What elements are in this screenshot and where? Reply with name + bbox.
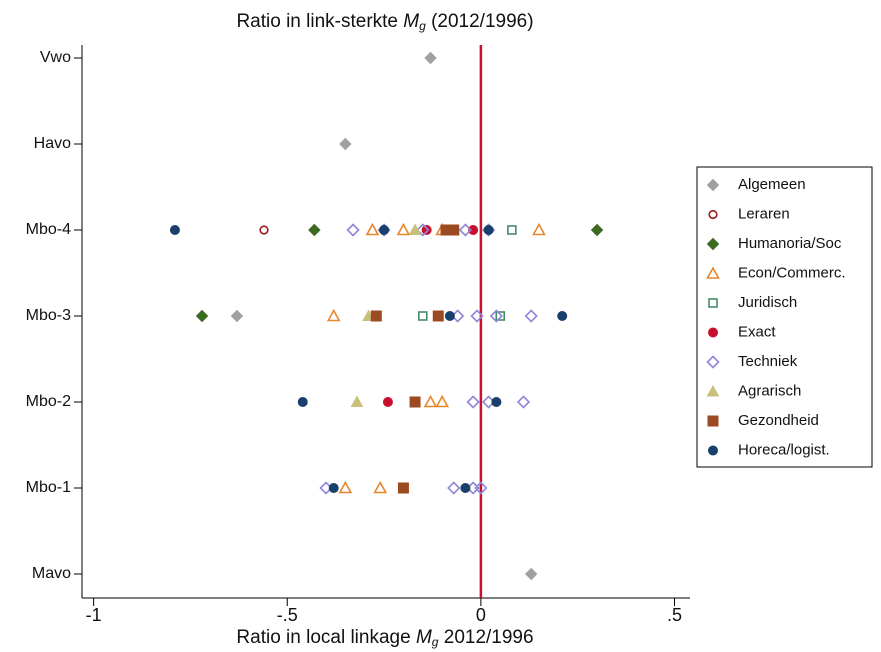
marker bbox=[516, 395, 531, 409]
marker bbox=[447, 481, 461, 495]
marker bbox=[707, 415, 719, 427]
y-tick-label: Mbo-4 bbox=[26, 221, 71, 238]
marker bbox=[308, 223, 321, 237]
x-tick-label: -.5 bbox=[277, 605, 298, 625]
marker bbox=[435, 394, 450, 408]
legend: Algemeen Leraren Humanoria/Soc Econ/Commerc… bbox=[696, 166, 873, 468]
chart-title: Ratio in link-sterkte Mg (2012/1996) bbox=[236, 11, 533, 33]
marker bbox=[297, 397, 308, 407]
marker bbox=[489, 309, 504, 323]
x-title-symbol: M bbox=[416, 627, 432, 648]
y-tick-label: Mbo-3 bbox=[26, 307, 71, 324]
legend-label: Juridisch bbox=[738, 294, 797, 311]
marker bbox=[470, 309, 484, 323]
x-tick-label: -1 bbox=[86, 605, 102, 625]
y-tick-label: Havo bbox=[34, 135, 71, 152]
marker bbox=[524, 309, 538, 323]
legend-label: Horeca/logist. bbox=[738, 441, 830, 458]
marker bbox=[532, 222, 546, 236]
title-text: (2012/1996) bbox=[431, 11, 533, 32]
marker bbox=[706, 266, 720, 279]
marker bbox=[495, 311, 506, 321]
marker bbox=[326, 308, 341, 322]
marker bbox=[396, 222, 411, 236]
marker bbox=[491, 397, 502, 407]
y-tick-label: Vwo bbox=[40, 49, 71, 66]
marker bbox=[365, 222, 380, 236]
legend-label: Econ/Commerc. bbox=[738, 264, 846, 281]
x-title-text: Ratio in local linkage bbox=[236, 627, 410, 648]
legend-label: Humanoria/Soc bbox=[738, 235, 842, 252]
marker bbox=[195, 309, 209, 323]
marker bbox=[507, 225, 517, 235]
marker bbox=[424, 51, 437, 65]
marker bbox=[458, 223, 473, 237]
marker bbox=[416, 223, 430, 237]
marker bbox=[444, 311, 455, 321]
title-symbol: M bbox=[403, 11, 419, 32]
marker bbox=[706, 384, 720, 397]
legend-label: Techniek bbox=[738, 353, 798, 370]
marker bbox=[328, 483, 339, 493]
legend-label: Leraren bbox=[738, 205, 790, 222]
marker bbox=[373, 480, 388, 494]
marker bbox=[432, 310, 444, 322]
marker bbox=[706, 178, 720, 192]
marker bbox=[466, 395, 480, 409]
marker bbox=[557, 311, 568, 321]
x-title-subscript: g bbox=[432, 635, 439, 649]
marker bbox=[259, 225, 269, 235]
marker bbox=[409, 396, 421, 408]
marker bbox=[708, 209, 718, 220]
marker bbox=[590, 223, 604, 237]
marker bbox=[379, 225, 390, 235]
legend-label: Agrarisch bbox=[738, 382, 801, 399]
marker bbox=[448, 224, 460, 236]
marker bbox=[423, 394, 438, 408]
marker bbox=[169, 225, 180, 235]
y-tick-label: Mbo-2 bbox=[26, 393, 71, 410]
marker bbox=[525, 567, 538, 581]
marker bbox=[708, 327, 718, 338]
x-tick-label: .5 bbox=[667, 605, 682, 625]
marker bbox=[706, 355, 720, 369]
x-title-text: 2012/1996 bbox=[444, 627, 534, 648]
marker bbox=[468, 225, 479, 235]
legend-label: Gezondheid bbox=[738, 412, 819, 429]
marker bbox=[346, 223, 360, 237]
marker bbox=[474, 481, 488, 495]
marker bbox=[483, 225, 494, 235]
x-tick-label: 0 bbox=[476, 605, 486, 625]
marker bbox=[408, 223, 422, 235]
marker bbox=[338, 480, 353, 494]
legend-box bbox=[696, 166, 873, 468]
y-tick-label: Mbo-1 bbox=[26, 479, 71, 496]
legend-label: Algemeen bbox=[738, 176, 806, 193]
legend-label: Exact bbox=[738, 323, 776, 340]
marker bbox=[417, 311, 428, 321]
marker bbox=[339, 137, 352, 151]
marker bbox=[370, 310, 382, 322]
marker bbox=[421, 225, 432, 235]
marker bbox=[350, 395, 364, 407]
marker bbox=[708, 445, 718, 456]
marker bbox=[706, 237, 720, 251]
marker bbox=[708, 298, 718, 308]
title-text: Ratio in link-sterkte bbox=[236, 11, 398, 32]
title-subscript: g bbox=[419, 19, 426, 33]
marker bbox=[230, 309, 244, 323]
y-tick-label: Mavo bbox=[32, 565, 71, 582]
marker bbox=[460, 483, 471, 493]
x-axis-title: Ratio in local linkage Mg 2012/1996 bbox=[236, 627, 533, 649]
marker bbox=[382, 397, 393, 407]
marker bbox=[397, 482, 409, 494]
